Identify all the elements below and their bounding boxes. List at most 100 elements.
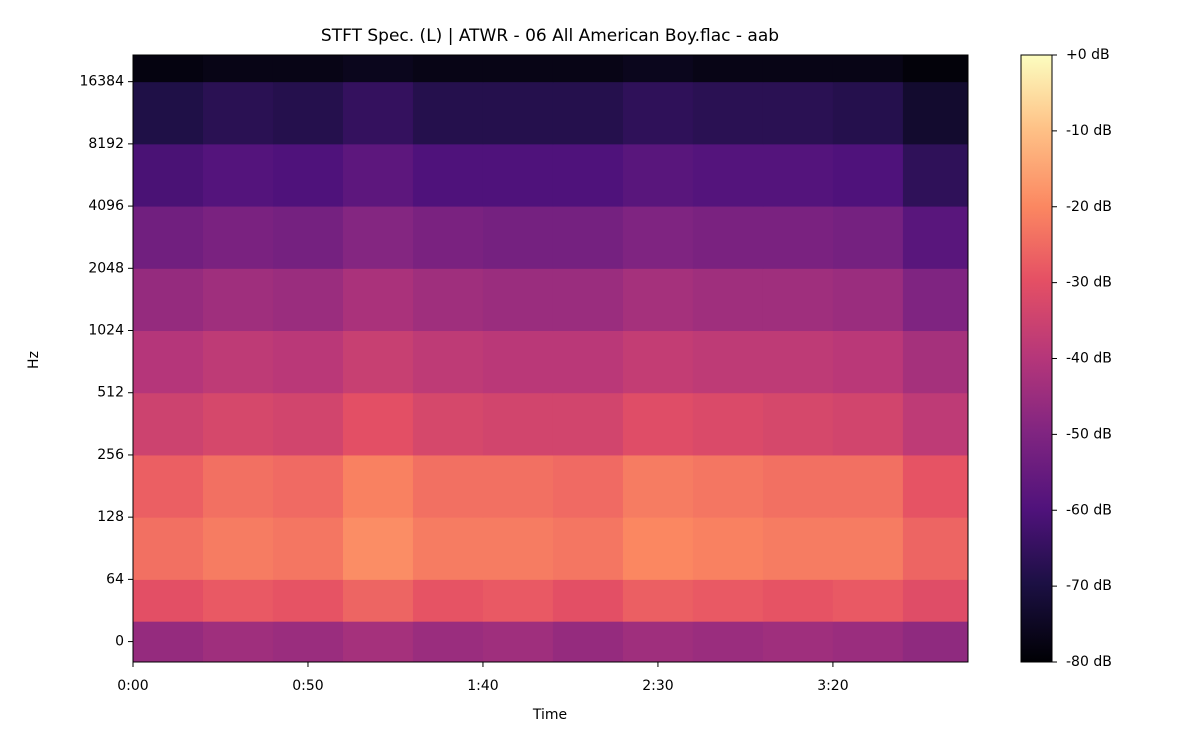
heatmap-cell (692, 206, 764, 269)
heatmap-cell (272, 268, 344, 332)
heatmap-cell (272, 392, 344, 456)
heatmap-cell (412, 55, 484, 83)
colorbar-tick-label: +0 dB (1066, 47, 1110, 63)
x-tick-label: 2:30 (642, 678, 673, 694)
heatmap-cell (202, 330, 274, 394)
y-tick-label: 64 (106, 571, 124, 587)
heatmap-cell (622, 517, 694, 580)
heatmap-cell (272, 81, 344, 145)
heatmap-cell (552, 454, 624, 518)
heatmap (133, 55, 969, 663)
heatmap-cell (202, 454, 274, 518)
heatmap-cell (202, 55, 274, 83)
heatmap-cell (622, 454, 694, 518)
heatmap-cell (412, 81, 484, 145)
heatmap-cell (412, 517, 484, 580)
heatmap-cell (272, 621, 344, 663)
x-tick-label: 0:50 (292, 678, 323, 694)
heatmap-cell (692, 454, 764, 518)
heatmap-cell (272, 330, 344, 394)
heatmap-cell (412, 143, 484, 207)
heatmap-cell (692, 579, 764, 622)
heatmap-cell (622, 81, 694, 145)
heatmap-cell (202, 579, 274, 622)
heatmap-cell (622, 392, 694, 456)
heatmap-cell (762, 81, 834, 145)
heatmap-cell (412, 268, 484, 332)
heatmap-cell (692, 268, 764, 332)
heatmap-cell (202, 81, 274, 145)
heatmap-cell (762, 517, 834, 580)
heatmap-cell (133, 454, 204, 518)
heatmap-cell (832, 454, 904, 518)
heatmap-cell (552, 330, 624, 394)
heatmap-cell (342, 579, 414, 622)
heatmap-cell (412, 330, 484, 394)
heatmap-cell (762, 454, 834, 518)
heatmap-cell (202, 206, 274, 269)
heatmap-cell (832, 579, 904, 622)
heatmap-cell (902, 621, 969, 663)
heatmap-cell (272, 454, 344, 518)
heatmap-cell (832, 330, 904, 394)
heatmap-cell (762, 621, 834, 663)
heatmap-cell (272, 143, 344, 207)
heatmap-cell (342, 621, 414, 663)
heatmap-cell (832, 206, 904, 269)
heatmap-cell (552, 621, 624, 663)
heatmap-cell (482, 81, 554, 145)
heatmap-cell (902, 454, 969, 518)
heatmap-cell (762, 268, 834, 332)
heatmap-cell (342, 143, 414, 207)
heatmap-cell (692, 81, 764, 145)
heatmap-cell (272, 206, 344, 269)
heatmap-cell (412, 206, 484, 269)
colorbar-tick-label: -50 dB (1066, 426, 1112, 442)
heatmap-cell (133, 330, 204, 394)
heatmap-cell (902, 206, 969, 269)
heatmap-cell (412, 621, 484, 663)
heatmap-cell (482, 579, 554, 622)
colorbar-tick-label: -10 dB (1066, 123, 1112, 139)
colorbar-tick-label: -60 dB (1066, 502, 1112, 518)
heatmap-cell (902, 517, 969, 580)
heatmap-cell (133, 81, 204, 145)
y-tick-label: 512 (97, 385, 124, 401)
heatmap-cell (342, 330, 414, 394)
heatmap-cell (482, 206, 554, 269)
heatmap-cell (622, 330, 694, 394)
heatmap-cell (692, 517, 764, 580)
heatmap-cell (412, 454, 484, 518)
colorbar-tick-label: -40 dB (1066, 351, 1112, 367)
colorbar-tick-label: -20 dB (1066, 199, 1112, 215)
heatmap-cell (342, 81, 414, 145)
heatmap-cell (133, 143, 204, 207)
heatmap-cell (832, 81, 904, 145)
heatmap-cell (902, 268, 969, 332)
heatmap-cell (482, 392, 554, 456)
x-tick-label: 1:40 (467, 678, 498, 694)
heatmap-cell (202, 621, 274, 663)
heatmap-cell (902, 330, 969, 394)
heatmap-cell (762, 579, 834, 622)
heatmap-cell (552, 143, 624, 207)
heatmap-cell (552, 517, 624, 580)
heatmap-cell (482, 143, 554, 207)
heatmap-cell (552, 392, 624, 456)
heatmap-cell (272, 579, 344, 622)
y-tick-label: 2048 (88, 260, 124, 276)
heatmap-cell (552, 81, 624, 145)
heatmap-cell (482, 330, 554, 394)
heatmap-cell (133, 621, 204, 663)
heatmap-cell (342, 206, 414, 269)
heatmap-cell (202, 143, 274, 207)
heatmap-cell (762, 392, 834, 456)
heatmap-cell (482, 621, 554, 663)
plot-frame (132, 54, 969, 663)
heatmap-cell (622, 579, 694, 622)
chart-title: STFT Spec. (L) | ATWR - 06 All American … (321, 26, 779, 46)
heatmap-cell (762, 143, 834, 207)
heatmap-cell (902, 55, 969, 83)
heatmap-cell (902, 143, 969, 207)
heatmap-cell (552, 206, 624, 269)
